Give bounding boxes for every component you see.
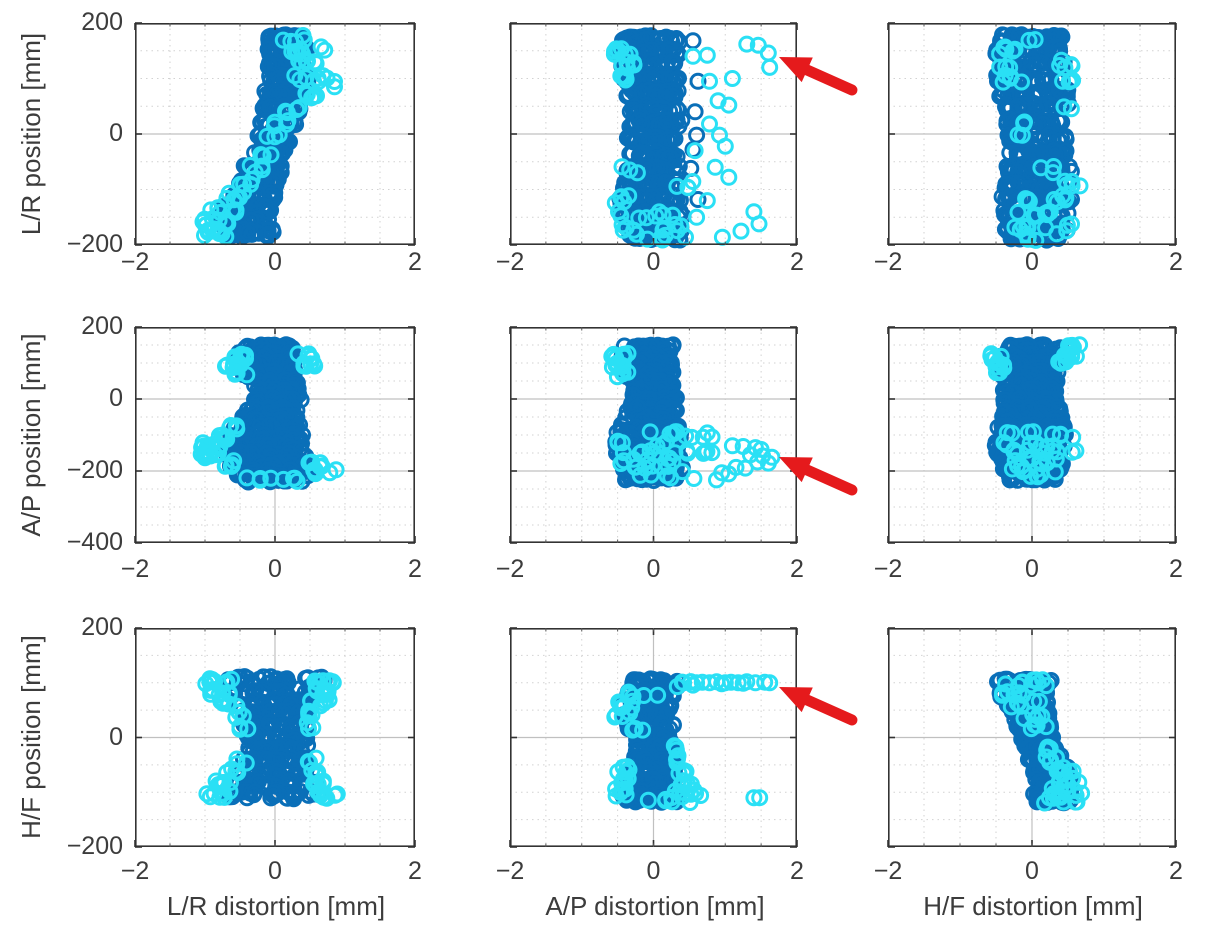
- scatter-panel-r2c2: [509, 326, 798, 544]
- x-tick-label: 2: [1169, 555, 1183, 583]
- x-axis-label-col2: A/P distortion [mm]: [545, 891, 765, 921]
- y-tick-label: −200: [66, 832, 123, 860]
- red-arrow-annotation: [779, 57, 858, 96]
- y-tick-label: 0: [109, 722, 123, 751]
- x-tick-label: −2: [495, 555, 525, 583]
- x-tick-label: −2: [495, 248, 525, 276]
- scatter-panel-r1c2: [509, 22, 798, 249]
- x-tick-label: 0: [646, 248, 661, 276]
- y-tick-label: −200: [66, 230, 123, 258]
- y-tick-label: −200: [66, 456, 123, 484]
- x-tick-label: −2: [120, 857, 150, 885]
- x-tick-label: −2: [873, 857, 903, 885]
- y-tick-label: 200: [81, 312, 123, 340]
- x-tick-label: 2: [790, 555, 804, 583]
- x-axis-label-col3: H/F distortion [mm]: [923, 891, 1143, 921]
- x-tick-label: 0: [1025, 248, 1039, 276]
- scatter-panel-r2c1: [134, 326, 416, 544]
- y-tick-label: 0: [109, 119, 123, 147]
- scatter-panel-r3c3: [887, 627, 1177, 848]
- y-tick-label: 200: [81, 8, 123, 36]
- x-tick-label: 2: [790, 857, 804, 885]
- red-arrow-annotation: [779, 687, 858, 726]
- scatter-panel-r1c1: [134, 22, 416, 246]
- x-tick-label: 0: [1025, 555, 1039, 583]
- x-tick-label: 0: [646, 857, 661, 885]
- red-arrow-annotation: [779, 457, 858, 496]
- scatter-panel-r1c3: [887, 22, 1177, 249]
- x-tick-label: 2: [408, 248, 422, 276]
- x-axis-label-col1: L/R distortion [mm]: [166, 891, 386, 921]
- y-axis-label-row2: A/P position [mm]: [16, 333, 46, 537]
- x-tick-label: −2: [120, 555, 150, 583]
- y-tick-label: −400: [66, 528, 123, 556]
- x-tick-label: 2: [1169, 248, 1183, 276]
- scatter-panel-r2c3: [887, 326, 1177, 544]
- x-tick-label: 0: [646, 555, 661, 583]
- x-tick-label: 0: [268, 555, 282, 583]
- x-tick-label: 2: [1169, 857, 1183, 885]
- x-tick-label: 0: [268, 248, 282, 276]
- x-tick-label: −2: [495, 857, 525, 885]
- y-tick-label: 0: [109, 384, 123, 412]
- scatter-panel-r3c2: [509, 627, 798, 848]
- x-tick-label: −2: [873, 248, 903, 276]
- x-tick-label: 2: [790, 248, 804, 276]
- x-tick-label: 2: [408, 555, 422, 583]
- x-tick-label: 0: [1025, 857, 1039, 885]
- scatter-panel-r3c1: [134, 627, 416, 848]
- y-tick-label: 200: [81, 613, 123, 641]
- x-tick-label: −2: [873, 555, 903, 583]
- x-tick-label: −2: [120, 248, 150, 276]
- x-tick-label: 2: [408, 857, 422, 885]
- x-tick-label: 0: [268, 857, 282, 885]
